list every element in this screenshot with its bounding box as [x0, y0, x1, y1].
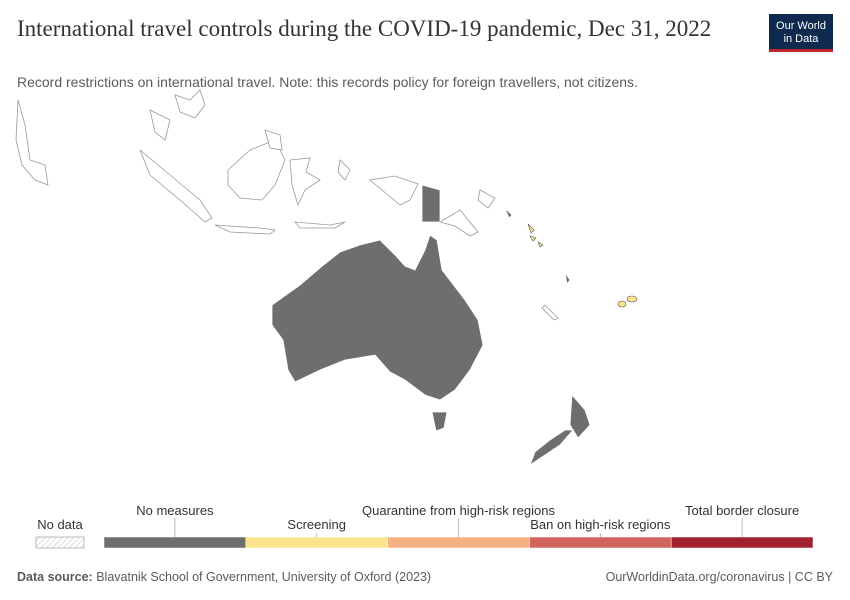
no-data-swatch — [35, 536, 85, 549]
land-no-measures — [271, 184, 591, 467]
logo-line: in Data — [783, 33, 819, 45]
legend-swatch — [670, 536, 814, 549]
land-screening — [527, 223, 638, 308]
source: Data source: Blavatnik School of Governm… — [17, 570, 431, 584]
legend-label: Ban on high-risk regions — [530, 517, 671, 532]
legend-label: No measures — [136, 503, 214, 518]
legend-label: Quarantine from high-risk regions — [362, 503, 555, 518]
land-outlines — [15, 89, 559, 321]
title: International travel controls during the… — [17, 16, 712, 41]
logo[interactable]: Our World in Data — [769, 14, 833, 52]
legend: No data No measures Screening Quarantine fr… — [35, 503, 814, 549]
source-text: Blavatnik School of Government, Universi… — [96, 570, 432, 584]
no-data-label: No data — [37, 517, 83, 532]
logo-line: Our World — [776, 20, 826, 32]
source-label: Data source: — [17, 570, 93, 584]
legend-swatch — [529, 536, 672, 549]
legend-swatch — [245, 536, 388, 549]
legend-swatch — [387, 536, 530, 549]
legend-label: Screening — [287, 517, 346, 532]
legend-swatch — [103, 536, 247, 549]
legend-label: Total border closure — [685, 503, 799, 518]
link[interactable]: OurWorldinData.org/coronavirus | CC BY — [605, 570, 833, 584]
subtitle: Record restrictions on international tra… — [17, 74, 638, 90]
